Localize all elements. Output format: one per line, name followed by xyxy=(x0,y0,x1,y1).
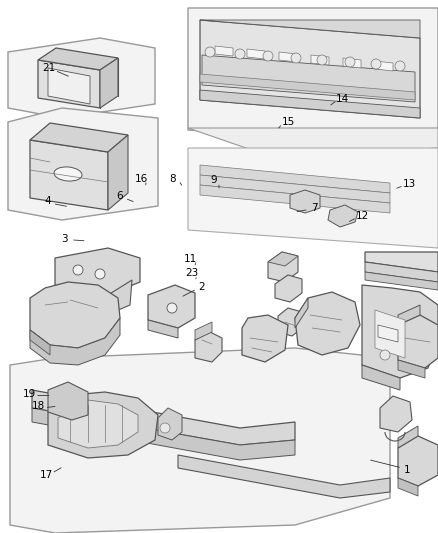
Polygon shape xyxy=(343,58,361,68)
Polygon shape xyxy=(295,298,308,328)
Polygon shape xyxy=(58,400,138,448)
Circle shape xyxy=(395,61,405,71)
Polygon shape xyxy=(398,315,438,368)
Polygon shape xyxy=(195,332,222,362)
Text: 17: 17 xyxy=(39,471,53,480)
Text: 13: 13 xyxy=(403,179,416,189)
Polygon shape xyxy=(30,123,128,152)
Polygon shape xyxy=(247,49,265,59)
Polygon shape xyxy=(365,272,438,290)
Circle shape xyxy=(160,423,170,433)
Polygon shape xyxy=(8,38,155,118)
Polygon shape xyxy=(398,426,418,448)
Circle shape xyxy=(317,55,327,65)
Polygon shape xyxy=(380,396,412,432)
Polygon shape xyxy=(38,48,118,70)
Circle shape xyxy=(291,53,301,63)
Text: 4: 4 xyxy=(44,197,51,206)
Circle shape xyxy=(380,350,390,360)
Text: 1: 1 xyxy=(404,465,411,475)
Polygon shape xyxy=(195,322,212,340)
Text: 19: 19 xyxy=(23,390,36,399)
Polygon shape xyxy=(178,455,390,498)
Polygon shape xyxy=(398,478,418,496)
Polygon shape xyxy=(32,408,295,460)
Polygon shape xyxy=(200,74,415,100)
Polygon shape xyxy=(30,140,108,210)
Text: 16: 16 xyxy=(134,174,148,183)
Polygon shape xyxy=(295,292,360,355)
Polygon shape xyxy=(158,408,182,440)
Text: 8: 8 xyxy=(170,174,177,183)
Polygon shape xyxy=(365,252,438,272)
Circle shape xyxy=(73,265,83,275)
Polygon shape xyxy=(200,175,390,203)
Polygon shape xyxy=(30,318,120,365)
Circle shape xyxy=(167,303,177,313)
Text: 14: 14 xyxy=(336,94,349,103)
Polygon shape xyxy=(202,55,415,102)
Circle shape xyxy=(371,59,381,69)
Text: 23: 23 xyxy=(185,268,198,278)
Text: 21: 21 xyxy=(42,63,56,73)
Polygon shape xyxy=(30,330,50,355)
Text: 3: 3 xyxy=(61,234,68,244)
Text: 9: 9 xyxy=(210,175,217,185)
Polygon shape xyxy=(290,190,320,213)
Polygon shape xyxy=(108,135,128,210)
Text: 7: 7 xyxy=(311,203,318,213)
Polygon shape xyxy=(55,248,140,295)
Polygon shape xyxy=(279,52,297,62)
Polygon shape xyxy=(100,58,118,108)
Text: 6: 6 xyxy=(116,191,123,201)
Polygon shape xyxy=(10,348,390,533)
Polygon shape xyxy=(148,320,178,338)
Polygon shape xyxy=(58,280,132,320)
Polygon shape xyxy=(278,308,305,336)
Polygon shape xyxy=(398,360,425,378)
Polygon shape xyxy=(215,46,233,56)
Circle shape xyxy=(345,57,355,67)
Polygon shape xyxy=(328,205,358,227)
Text: 12: 12 xyxy=(356,211,369,221)
Polygon shape xyxy=(200,185,390,213)
Polygon shape xyxy=(311,55,329,65)
Circle shape xyxy=(235,49,245,59)
Polygon shape xyxy=(38,60,100,108)
Polygon shape xyxy=(268,252,298,266)
Polygon shape xyxy=(32,390,295,445)
Polygon shape xyxy=(275,275,302,302)
Text: 18: 18 xyxy=(32,401,45,411)
Polygon shape xyxy=(375,310,405,358)
Polygon shape xyxy=(30,282,120,348)
Polygon shape xyxy=(378,325,398,342)
Polygon shape xyxy=(188,148,438,248)
Circle shape xyxy=(95,269,105,279)
Circle shape xyxy=(205,47,215,57)
Polygon shape xyxy=(200,165,390,193)
Polygon shape xyxy=(398,305,420,325)
Circle shape xyxy=(263,51,273,61)
Polygon shape xyxy=(375,61,393,71)
Polygon shape xyxy=(48,392,158,458)
Text: 2: 2 xyxy=(198,282,205,292)
Polygon shape xyxy=(200,20,420,118)
Polygon shape xyxy=(48,68,90,104)
Polygon shape xyxy=(48,382,88,420)
Polygon shape xyxy=(242,315,288,362)
Ellipse shape xyxy=(54,167,82,181)
Text: 11: 11 xyxy=(184,254,197,263)
Polygon shape xyxy=(365,262,438,282)
Polygon shape xyxy=(398,436,438,486)
Polygon shape xyxy=(8,108,158,220)
Polygon shape xyxy=(200,20,420,38)
Polygon shape xyxy=(268,252,298,282)
Polygon shape xyxy=(188,8,438,148)
Polygon shape xyxy=(362,365,400,390)
Polygon shape xyxy=(362,285,438,378)
Polygon shape xyxy=(200,90,420,118)
Text: 15: 15 xyxy=(282,117,295,126)
Polygon shape xyxy=(148,285,195,328)
Polygon shape xyxy=(188,128,438,158)
